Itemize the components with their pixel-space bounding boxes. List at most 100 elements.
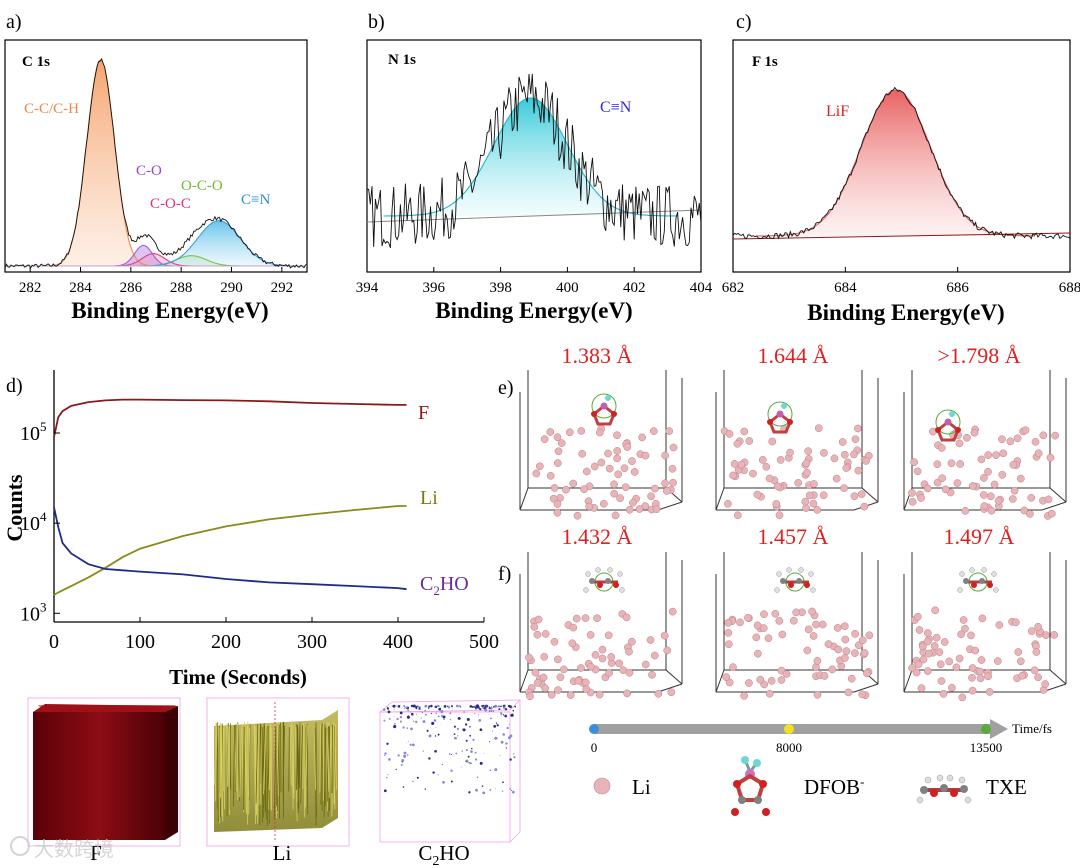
li-atom <box>581 678 590 687</box>
li-atom <box>607 653 616 661</box>
li-atom <box>604 631 613 640</box>
li-atom <box>824 640 833 648</box>
c2ho-dot <box>440 714 444 718</box>
li-atom <box>586 631 595 639</box>
md-box-e1 <box>519 370 683 520</box>
c2ho-dot <box>459 705 461 707</box>
c2ho-dot <box>418 707 421 709</box>
li-atom <box>577 427 586 435</box>
c2ho-dot <box>492 705 495 708</box>
c2ho-dot <box>437 774 439 776</box>
li-strand <box>304 725 308 808</box>
c2ho-dot <box>410 704 414 708</box>
li-atom <box>908 664 916 672</box>
c2ho-dot <box>424 713 427 716</box>
panel-a: a) C 1s C-C/C-H C-O C-O-C O-C-O C≡N 282 2… <box>4 11 308 323</box>
li-atom <box>629 498 637 507</box>
li-atom <box>568 639 577 648</box>
c2ho-dot <box>440 710 444 714</box>
li-atom <box>767 677 776 685</box>
li-atom <box>776 456 785 464</box>
x-tick-label: 284 <box>69 280 92 296</box>
c2ho-dot <box>456 704 459 708</box>
c2ho-dot <box>424 704 428 708</box>
c2ho-dot <box>434 735 437 737</box>
c2ho-dot <box>427 707 430 709</box>
li-atom <box>971 646 980 655</box>
li-atom <box>1026 510 1034 518</box>
li-strand <box>214 722 217 786</box>
li-atom <box>758 456 767 464</box>
md-box-edge <box>861 487 879 503</box>
x-tick-label: 500 <box>469 631 499 653</box>
li-atom <box>961 507 970 515</box>
li-atom <box>733 511 742 520</box>
hydrogen-atom <box>774 587 780 593</box>
c2ho-dot <box>421 712 423 714</box>
li-atom <box>667 688 676 697</box>
li-atom <box>669 478 677 487</box>
li-atom <box>932 633 941 642</box>
cube-label-f: F <box>90 841 102 865</box>
li-atom <box>765 689 774 698</box>
li-atom <box>959 616 968 624</box>
c2ho-dot <box>468 791 471 794</box>
x-tick-label: 300 <box>297 631 327 653</box>
c2ho-dot <box>382 708 386 711</box>
c2ho-dot <box>407 709 410 712</box>
li-atom <box>604 449 612 458</box>
boron-atom <box>776 410 784 418</box>
c2ho-dot <box>510 713 514 717</box>
li-atom <box>724 628 733 637</box>
c2ho-dot <box>484 708 488 712</box>
peak-fill-C-C/C-H <box>45 60 157 266</box>
c2ho-dot <box>474 751 477 754</box>
li-atom <box>566 691 575 699</box>
hydrogen-atom <box>959 571 965 577</box>
plot-frame-a <box>4 39 308 273</box>
timeline-unit: Time/fs <box>1012 721 1052 736</box>
li-atom <box>610 489 618 498</box>
x-ticks-a: 282 284 286 288 290 292 <box>19 267 293 296</box>
li-atom <box>1010 486 1019 495</box>
li-atom <box>914 660 923 669</box>
c2ho-dot <box>488 710 490 712</box>
c2ho-dot <box>469 734 472 737</box>
li-atom <box>1046 453 1055 462</box>
peak-fill-C≡N <box>133 220 305 266</box>
c2ho-dot <box>410 712 414 716</box>
c2ho-dot <box>415 713 417 715</box>
li-atom <box>753 621 762 630</box>
li-atom <box>789 616 798 625</box>
li-strand <box>266 726 269 826</box>
y-tick-exponent: 4 <box>40 509 47 524</box>
watermark-logo-icon <box>10 836 30 856</box>
panel-letter-f: f) <box>498 563 511 585</box>
c2ho-dot <box>435 712 437 714</box>
li-atom <box>620 464 629 473</box>
li-atom <box>613 454 621 463</box>
li-atom <box>573 511 582 520</box>
fluorine-atom <box>605 395 611 401</box>
hydrogen-atom <box>607 567 613 573</box>
oxygen-atom <box>591 411 597 417</box>
md-box-edge <box>1049 487 1067 503</box>
li-atom <box>1030 666 1039 675</box>
c2ho-dot <box>449 712 452 715</box>
boron-atom <box>944 418 952 426</box>
li-atom <box>532 469 541 478</box>
title-f1s: F 1s <box>752 54 778 70</box>
x-tick-label: 288 <box>170 280 193 296</box>
li-atom <box>941 485 950 494</box>
c2ho-dot <box>386 742 389 745</box>
label-cc-ch: C-C/C-H <box>24 101 79 117</box>
c2ho-dot <box>499 755 501 757</box>
label-c-o: C-O <box>136 163 162 179</box>
li-atom <box>813 506 822 514</box>
li-atom <box>923 629 932 637</box>
li-atom <box>968 673 976 682</box>
hydrogen-atom <box>617 571 623 577</box>
c2ho-dot <box>416 776 419 779</box>
li-atom <box>820 449 828 457</box>
c2ho-dot <box>403 751 407 755</box>
